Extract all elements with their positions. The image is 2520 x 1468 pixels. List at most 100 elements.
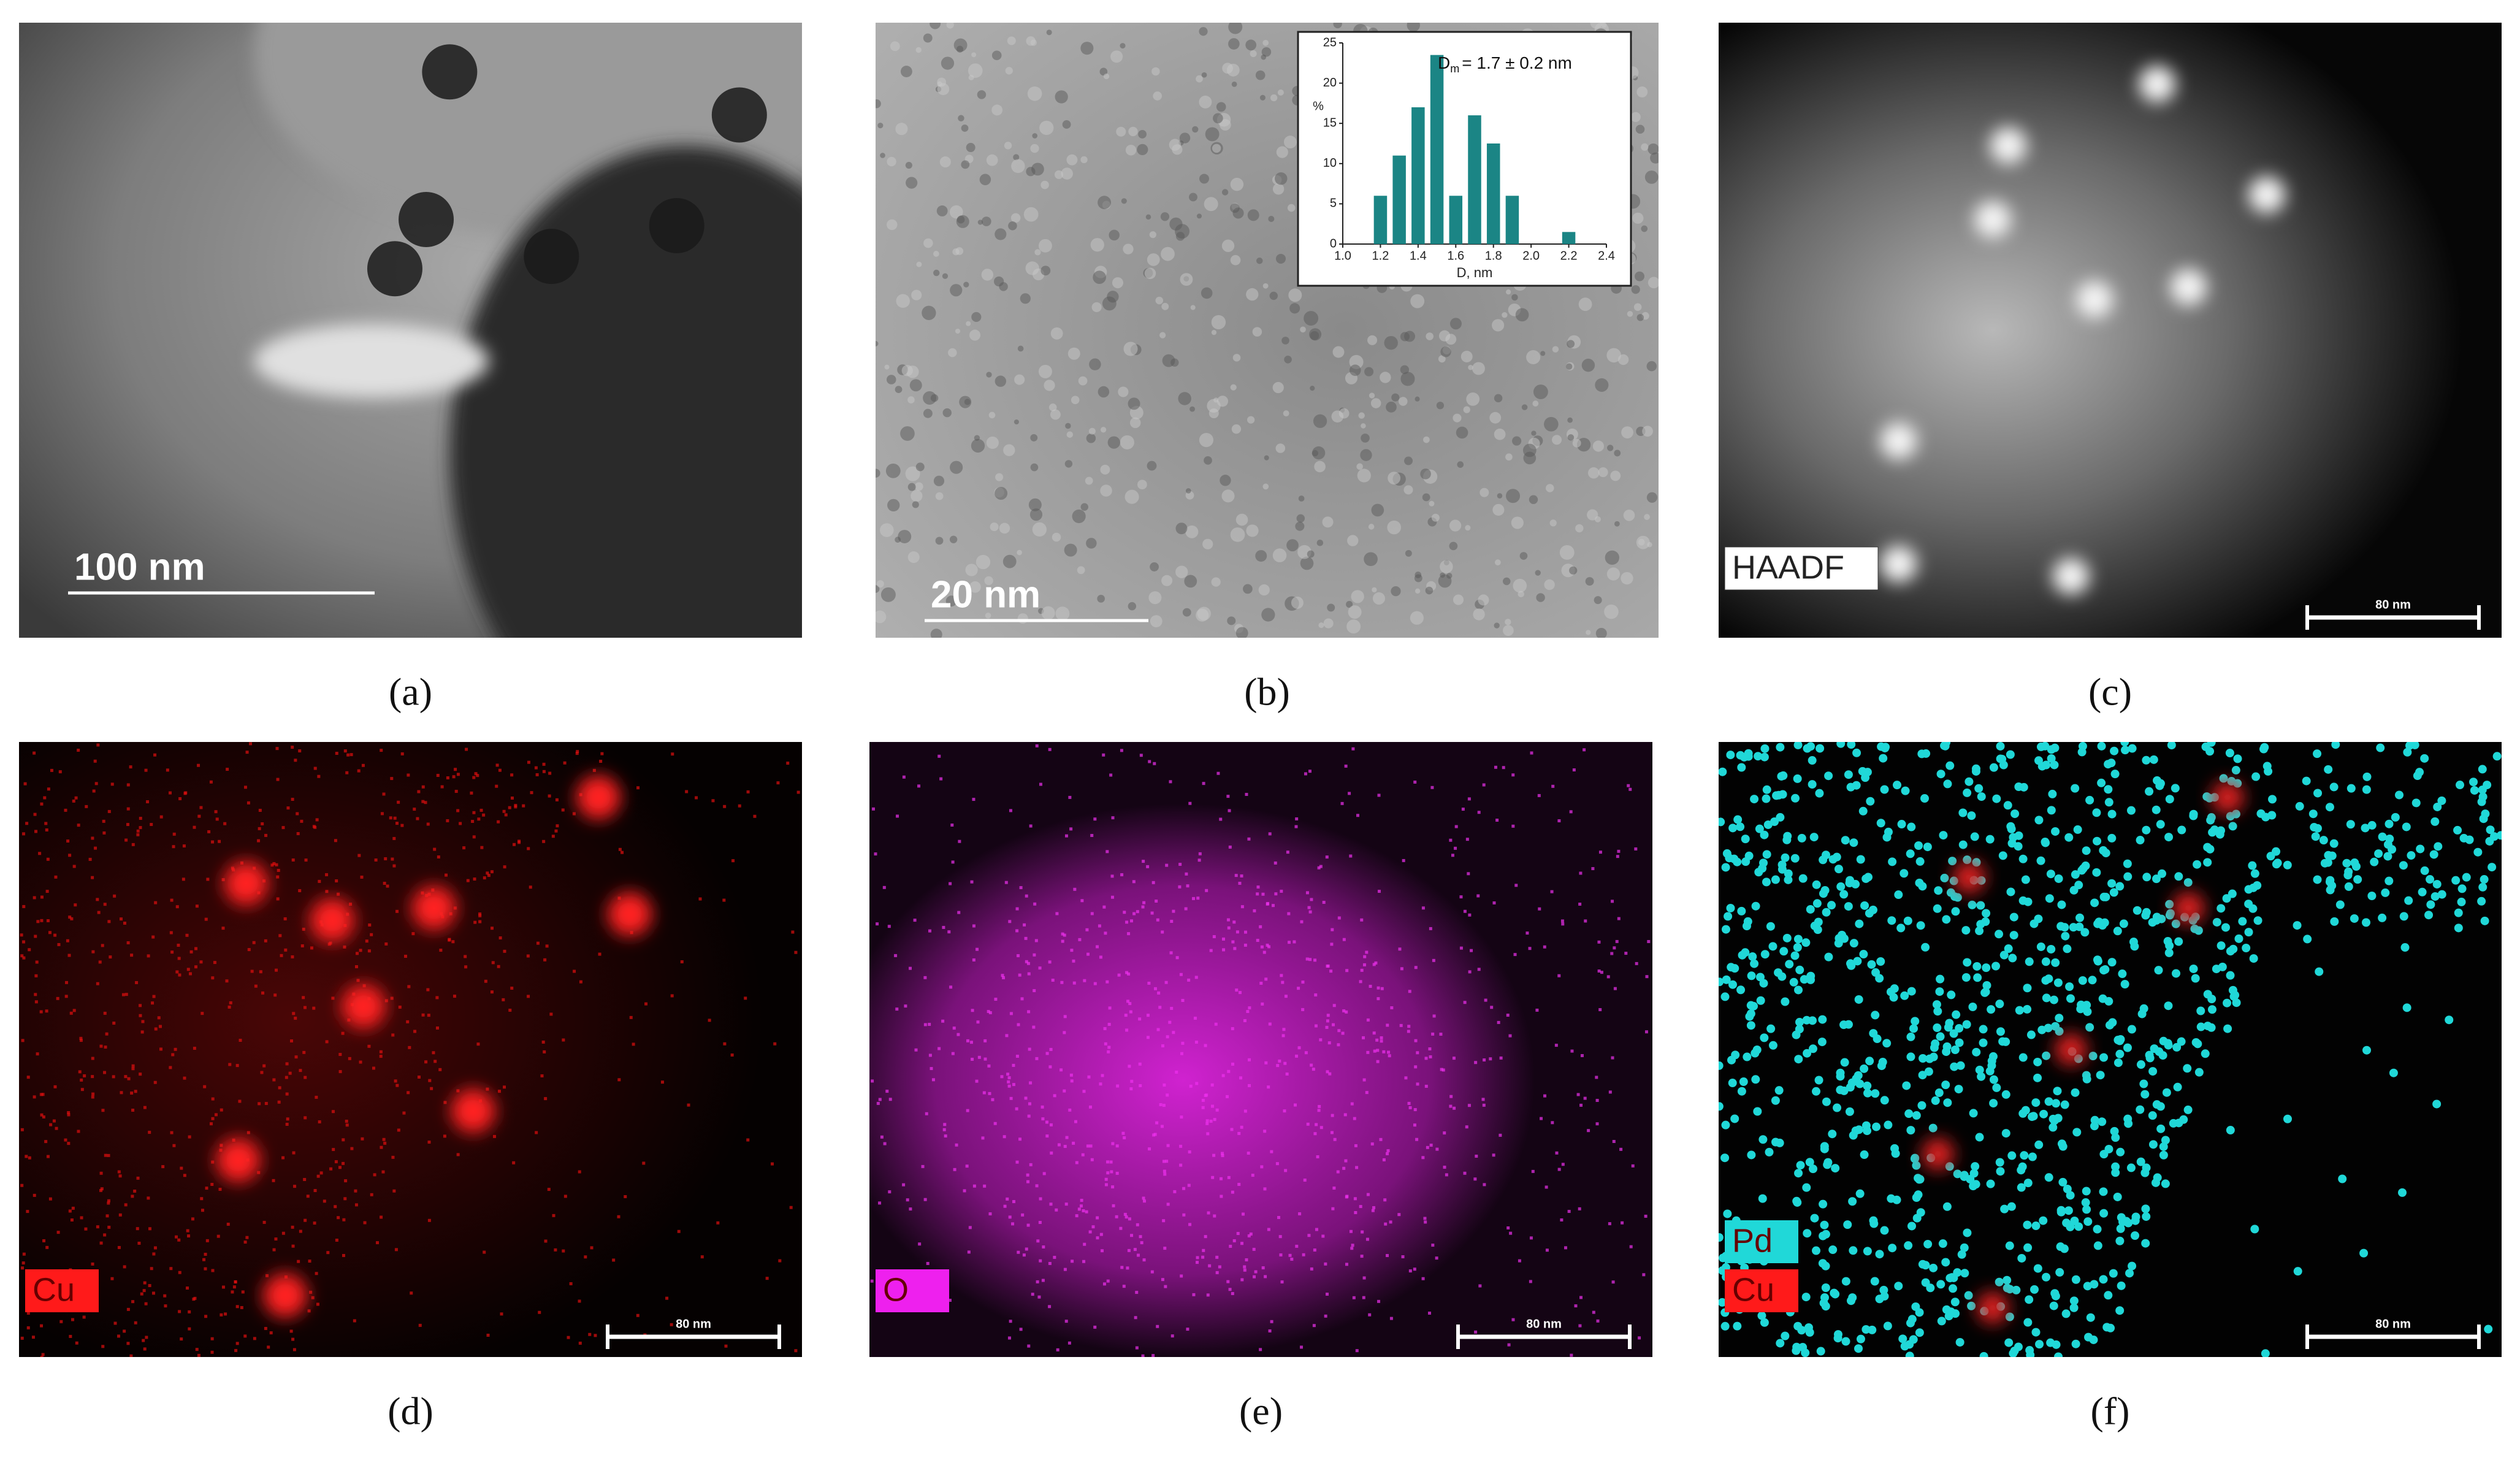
signal bbox=[64, 808, 67, 812]
texture bbox=[1175, 224, 1190, 239]
signal bbox=[1252, 1247, 1256, 1251]
signal bbox=[1237, 1182, 1241, 1186]
signal bbox=[417, 1076, 421, 1079]
texture bbox=[1423, 436, 1430, 443]
scale-bar-label: 100 nm bbox=[74, 546, 205, 588]
signal bbox=[64, 995, 68, 998]
pd-dot bbox=[2077, 1000, 2086, 1009]
signal bbox=[413, 808, 416, 811]
signal bbox=[1597, 940, 1601, 944]
texture bbox=[1360, 449, 1372, 461]
signal bbox=[1166, 1144, 1170, 1147]
signal bbox=[82, 1315, 86, 1319]
signal bbox=[941, 1019, 945, 1023]
pd-dot bbox=[2201, 742, 2210, 751]
label-box bbox=[25, 1269, 99, 1312]
pd-dot bbox=[2490, 832, 2499, 841]
signal bbox=[1178, 885, 1182, 889]
signal bbox=[624, 1195, 627, 1198]
texture bbox=[1492, 503, 1505, 516]
pd-dot bbox=[1789, 977, 1798, 987]
signal bbox=[99, 1188, 102, 1192]
signal bbox=[102, 831, 106, 835]
pd-dot bbox=[1968, 1002, 1977, 1011]
pd-dot bbox=[1977, 1072, 1986, 1081]
texture bbox=[1494, 394, 1503, 403]
signal bbox=[1476, 894, 1480, 898]
pd-dot bbox=[1967, 1301, 1976, 1310]
pd-dot bbox=[1754, 752, 1763, 761]
signal bbox=[1557, 974, 1561, 977]
texture bbox=[1521, 404, 1528, 410]
signal bbox=[258, 827, 261, 830]
texture bbox=[1536, 593, 1545, 602]
pd-dot bbox=[1849, 1246, 1858, 1255]
pd-dot bbox=[1986, 1179, 1995, 1188]
signal bbox=[1431, 1032, 1435, 1036]
signal bbox=[1035, 744, 1039, 747]
signal bbox=[218, 839, 221, 843]
texture bbox=[1400, 372, 1415, 386]
signal bbox=[1449, 1104, 1453, 1108]
signal bbox=[1068, 795, 1072, 799]
signal bbox=[1511, 773, 1515, 777]
signal bbox=[48, 931, 52, 935]
bar bbox=[1373, 196, 1388, 244]
signal bbox=[1454, 825, 1458, 828]
signal bbox=[110, 782, 114, 786]
cu-cluster bbox=[1976, 1291, 2009, 1324]
signal bbox=[1402, 858, 1405, 862]
bright-spot bbox=[2139, 66, 2176, 103]
pd-dot bbox=[1793, 943, 1802, 952]
texture bbox=[906, 177, 918, 189]
signal bbox=[204, 917, 208, 921]
signal bbox=[1482, 783, 1486, 787]
signal bbox=[1138, 1062, 1142, 1066]
signal bbox=[1275, 1162, 1279, 1166]
signal bbox=[1280, 974, 1283, 977]
signal bbox=[1312, 1324, 1316, 1328]
signal bbox=[1060, 1068, 1063, 1072]
signal bbox=[186, 968, 190, 971]
signal bbox=[1597, 969, 1601, 973]
signal bbox=[1337, 1043, 1340, 1047]
pd-dot bbox=[2344, 882, 2353, 891]
texture bbox=[884, 364, 890, 370]
signal bbox=[1316, 1155, 1319, 1158]
pd-dot bbox=[1822, 1097, 1831, 1106]
signal bbox=[83, 1074, 86, 1077]
pd-dot bbox=[1958, 840, 1968, 849]
pd-dot bbox=[1860, 1150, 1869, 1160]
signal bbox=[204, 1253, 207, 1256]
signal bbox=[1048, 1065, 1052, 1069]
signal bbox=[1415, 1137, 1419, 1141]
signal bbox=[277, 868, 280, 872]
texture bbox=[1438, 355, 1446, 363]
texture bbox=[961, 160, 970, 169]
signal bbox=[969, 1041, 973, 1044]
signal bbox=[296, 812, 299, 816]
signal bbox=[329, 941, 332, 945]
pd-dot bbox=[1812, 1246, 1821, 1255]
signal bbox=[1551, 784, 1555, 788]
pd-dot bbox=[2453, 825, 2462, 835]
signal bbox=[1185, 872, 1188, 876]
signal bbox=[325, 890, 329, 893]
signal bbox=[1025, 1247, 1028, 1251]
signal bbox=[1017, 1250, 1020, 1254]
signal bbox=[1560, 1218, 1564, 1221]
signal bbox=[958, 839, 961, 843]
signal bbox=[1427, 1311, 1431, 1315]
signal bbox=[35, 960, 39, 964]
pd-dot bbox=[2082, 1074, 2091, 1084]
signal bbox=[1231, 940, 1235, 944]
signal bbox=[1012, 1200, 1016, 1204]
texture bbox=[1400, 365, 1410, 375]
signal bbox=[1099, 955, 1102, 959]
signal bbox=[918, 1242, 922, 1246]
signal bbox=[508, 1008, 512, 1012]
pd-dot bbox=[1737, 763, 1746, 772]
signal bbox=[1086, 1144, 1090, 1148]
image-bg bbox=[1719, 742, 2502, 1357]
pd-dot bbox=[1995, 1000, 2004, 1009]
